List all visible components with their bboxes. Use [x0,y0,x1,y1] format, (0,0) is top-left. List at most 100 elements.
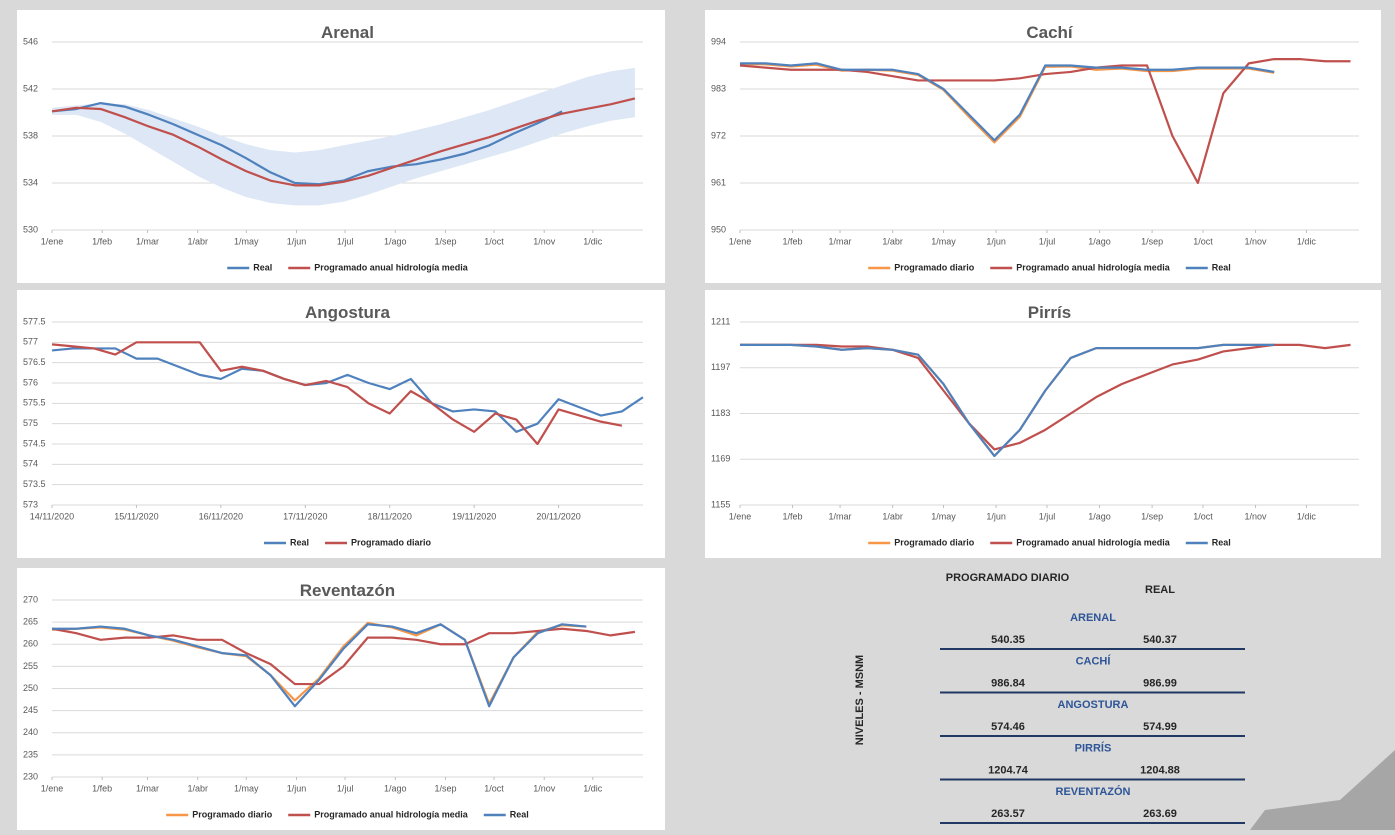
legend: Real Programado anual hidrología media [227,262,469,272]
x-tick-label: 1/ene [729,236,752,246]
x-tick-label: 1/ene [729,511,752,521]
chart-panel: Arenal 530 534 538 542 546 1/ene 1/feb 1/mar 1/ab… [17,10,665,283]
x-tick-label: 1/mar [136,236,159,246]
series-line [51,102,563,186]
x-tick-label: 1/sep [434,783,456,793]
x-tick-label: 1/may [931,511,956,521]
chart-panel: Cachí 950 961 972 983 994 1/ene 1/feb 1/mar 1/abr… [705,10,1381,283]
legend-label: Real [510,809,529,819]
x-tick-label: 1/nov [1245,511,1268,521]
y-tick-label: 270 [23,594,38,604]
cell-value: 574.46 [991,721,1025,733]
chart: Arenal 530 534 538 542 546 1/ene 1/feb 1/mar 1/ab… [23,23,643,272]
x-tick-label: 1/ago [384,236,407,246]
y-tick-label: 575.5 [23,398,46,408]
y-tick-label: 245 [23,705,38,715]
legend-label: Programado diario [351,537,432,547]
y-tick-label: 235 [23,749,38,759]
chart: Pirrís 1155 1169 1183 1197 1211 1/ene 1/feb 1/ma… [711,303,1359,547]
series-line [740,343,1275,458]
cell-value: 263.57 [991,808,1025,820]
legend: Programado diario Programado anual hidrol… [868,537,1231,547]
y-tick-label: 577.5 [23,316,46,326]
y-tick-label: 994 [711,36,726,46]
x-tick-label: 1/dic [1297,236,1317,246]
cell-value: 986.99 [1143,677,1177,689]
series-line [51,621,587,706]
x-tick-label: 1/jul [337,783,354,793]
x-tick-label: 1/sep [1141,511,1163,521]
x-tick-label: 1/ago [1088,236,1111,246]
x-tick-label: 1/feb [783,511,803,521]
legend-label: Programado anual hidrología media [1016,262,1171,272]
legend-label: Programado anual hidrología media [314,809,469,819]
y-tick-label: 546 [23,36,38,46]
x-tick-label: 1/dic [583,236,603,246]
legend-label: Real [1212,262,1231,272]
x-tick-label: 16/11/2020 [199,511,243,521]
cell-value: 540.37 [1143,634,1177,646]
x-tick-label: 1/abr [882,511,903,521]
cell-value: 986.84 [991,677,1026,689]
x-tick-label: 1/jul [1039,236,1056,246]
x-tick-label: 1/nov [1245,236,1268,246]
x-tick-label: 1/ago [384,783,407,793]
x-tick-label: 1/may [234,236,259,246]
column-header: REAL [1145,584,1175,596]
series-line [740,63,1275,144]
y-tick-label: 265 [23,617,38,627]
y-tick-label: 573.5 [23,479,46,489]
legend: Real Programado diario [263,537,432,547]
header-cell: PROGRAMADO DIARIO [946,572,1069,584]
legend-label: Programado anual hidrología media [314,262,469,272]
y-tick-label: 574 [23,459,38,469]
series-line [51,347,644,433]
series-line [51,97,636,187]
cell-value: 540.35 [991,634,1025,646]
x-tick-label: 1/nov [533,783,556,793]
series-line [51,341,623,446]
summary-table: NIVELES - MSNM PROGRAMADO DIARIO REAL AR… [854,572,1395,830]
row-name: ANGOSTURA [1058,699,1129,711]
x-tick-label: 1/abr [187,236,208,246]
x-tick-label: 1/feb [92,783,112,793]
chart: Reventazón 230 235 240 245 250 255 260 265 270 1/e… [23,581,643,819]
x-tick-label: 1/ene [41,236,64,246]
row-name: REVENTAZÓN [1056,785,1131,798]
x-tick-label: 20/11/2020 [536,511,580,521]
legend-label: Real [253,262,272,272]
x-tick-label: 1/nov [533,236,556,246]
row-name: CACHÍ [1076,654,1112,667]
chart-title: Arenal [321,23,374,42]
x-tick-label: 1/mar [829,511,852,521]
y-tick-label: 983 [711,83,726,93]
range-band [52,67,635,206]
x-tick-label: 1/feb [92,236,112,246]
chart-panel: Pirrís 1155 1169 1183 1197 1211 1/ene 1/feb 1/ma… [705,290,1381,558]
side-label: NIVELES - MSNM [854,655,866,745]
chart-title: Pirrís [1028,303,1071,322]
x-tick-label: 18/11/2020 [368,511,412,521]
y-tick-label: 1211 [711,316,730,326]
y-tick-label: 260 [23,639,38,649]
x-tick-label: 14/11/2020 [30,511,74,521]
y-tick-label: 577 [23,337,38,347]
x-tick-label: 1/jun [986,236,1006,246]
y-tick-label: 530 [23,224,38,234]
series-line [739,57,1351,185]
row-name: ARENAL [1070,612,1116,624]
row-name: PIRRÍS [1075,741,1112,754]
legend: Programado diario Programado anual hidrol… [166,809,529,819]
cell-value: 263.69 [1143,808,1177,820]
y-tick-label: 1169 [711,454,730,464]
x-tick-label: 1/oct [1193,236,1213,246]
y-tick-label: 250 [23,683,38,693]
series-line [52,623,587,708]
legend-label: Programado diario [894,537,975,547]
x-tick-label: 1/abr [187,783,208,793]
legend-label: Real [290,537,309,547]
x-tick-label: 17/11/2020 [283,511,327,521]
chart-title: Reventazón [300,581,395,600]
y-tick-label: 255 [23,661,38,671]
x-tick-label: 1/jul [1039,511,1056,521]
